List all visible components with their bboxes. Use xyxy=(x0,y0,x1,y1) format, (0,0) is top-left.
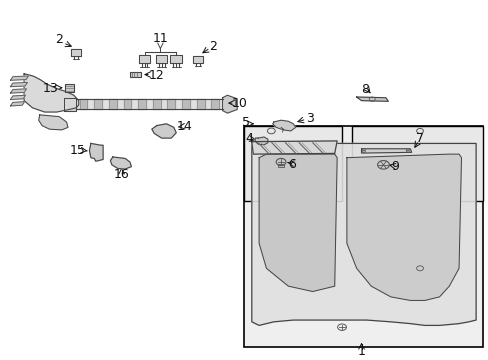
Text: 1: 1 xyxy=(357,345,365,358)
Polygon shape xyxy=(251,143,475,325)
Text: 2: 2 xyxy=(55,33,63,46)
Polygon shape xyxy=(251,141,336,154)
Polygon shape xyxy=(24,74,79,112)
Text: 16: 16 xyxy=(114,168,129,181)
Polygon shape xyxy=(196,99,204,109)
Polygon shape xyxy=(182,99,189,109)
Text: 10: 10 xyxy=(231,96,247,109)
Polygon shape xyxy=(153,99,160,109)
Text: 6: 6 xyxy=(288,158,296,171)
Polygon shape xyxy=(139,55,150,63)
Text: 3: 3 xyxy=(306,112,314,125)
Polygon shape xyxy=(110,157,131,169)
Text: 11: 11 xyxy=(152,32,168,45)
Polygon shape xyxy=(71,49,81,56)
Polygon shape xyxy=(76,99,222,109)
Polygon shape xyxy=(346,154,461,301)
Polygon shape xyxy=(361,149,411,153)
Bar xyxy=(351,126,483,201)
Polygon shape xyxy=(138,99,146,109)
Text: 5: 5 xyxy=(242,116,250,129)
Text: 12: 12 xyxy=(148,69,164,82)
Text: 7: 7 xyxy=(415,131,423,145)
Text: 2: 2 xyxy=(208,40,216,53)
Polygon shape xyxy=(109,99,117,109)
Polygon shape xyxy=(170,55,182,63)
Polygon shape xyxy=(123,99,131,109)
Bar xyxy=(277,165,284,167)
Text: 15: 15 xyxy=(70,144,85,157)
Polygon shape xyxy=(89,143,103,161)
Polygon shape xyxy=(10,89,26,93)
Bar xyxy=(244,126,483,347)
Polygon shape xyxy=(193,56,203,63)
Polygon shape xyxy=(10,95,25,99)
Polygon shape xyxy=(356,97,387,101)
Polygon shape xyxy=(10,76,28,80)
Polygon shape xyxy=(80,99,87,109)
Text: 13: 13 xyxy=(42,82,58,95)
Text: 9: 9 xyxy=(391,160,399,173)
Bar xyxy=(244,126,341,201)
Bar xyxy=(65,84,74,92)
Polygon shape xyxy=(39,115,68,130)
Polygon shape xyxy=(152,124,176,138)
Polygon shape xyxy=(10,82,27,87)
Polygon shape xyxy=(211,99,219,109)
Polygon shape xyxy=(94,99,102,109)
Polygon shape xyxy=(64,98,76,111)
Polygon shape xyxy=(167,99,175,109)
Text: 8: 8 xyxy=(361,83,368,96)
Bar xyxy=(130,72,141,77)
Polygon shape xyxy=(272,120,295,131)
Polygon shape xyxy=(156,55,167,63)
Polygon shape xyxy=(222,95,237,113)
Text: 14: 14 xyxy=(177,120,192,133)
Text: 4: 4 xyxy=(245,132,253,145)
Polygon shape xyxy=(255,137,267,145)
Polygon shape xyxy=(10,102,24,106)
Polygon shape xyxy=(259,154,336,292)
